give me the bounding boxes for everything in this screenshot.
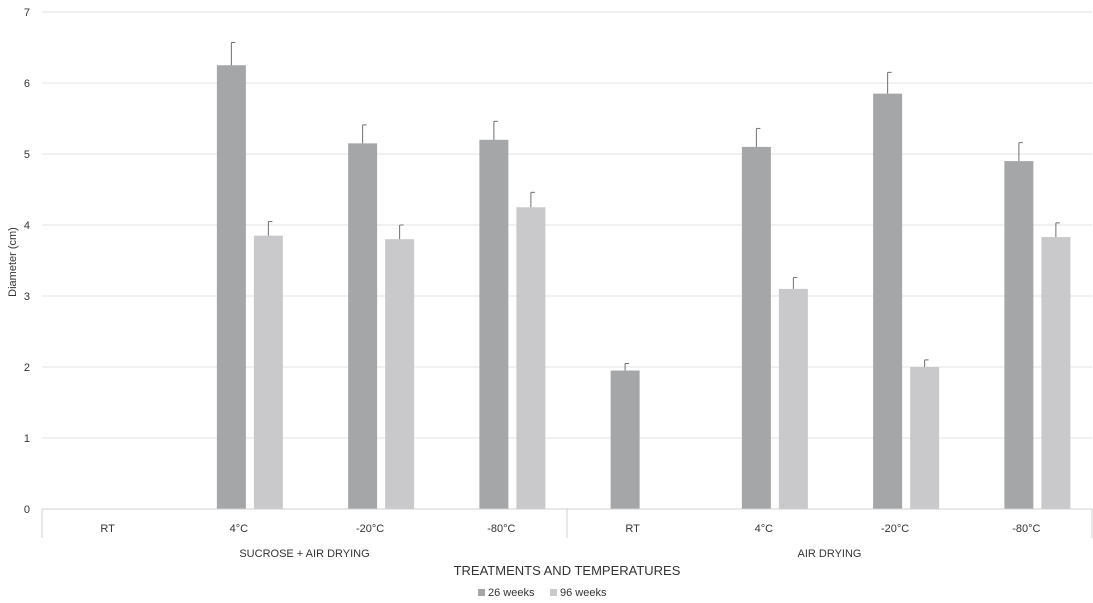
bar-26-weeks: [348, 143, 378, 509]
bar-96-weeks: [1041, 237, 1071, 509]
y-tick-label: 0: [24, 504, 30, 516]
bar-96-weeks: [910, 367, 940, 509]
y-tick-label: 7: [24, 7, 30, 19]
legend: 26 weeks 96 weeks: [478, 587, 607, 599]
legend-label: 26 weeks: [488, 587, 535, 599]
y-tick-label: 2: [24, 362, 30, 374]
bar-96-weeks: [778, 288, 808, 509]
bar-26-weeks: [741, 146, 771, 509]
group-labels: SUCROSE + AIR DRYING AIR DRYING: [239, 548, 861, 560]
y-tick-label: 1: [24, 433, 30, 445]
y-tick-label: 6: [24, 78, 30, 90]
x-axis-title: TREATMENTS AND TEMPERATURES: [454, 563, 681, 578]
y-axis-tick-labels: 0 1 2 3 4 5 6 7: [24, 7, 30, 516]
y-tick-label: 4: [24, 220, 30, 232]
legend-swatch: [478, 589, 485, 596]
bar-26-weeks: [216, 65, 246, 509]
group-label: AIR DRYING: [798, 548, 862, 560]
category-label: 4°C: [755, 523, 774, 535]
category-labels: RT 4°C -20°C -80°C RT 4°C -20°C -80°C: [100, 523, 1040, 535]
bar-96-weeks: [516, 207, 546, 509]
category-label: -20°C: [881, 523, 909, 535]
category-label: -20°C: [356, 523, 384, 535]
legend-label: 96 weeks: [560, 587, 607, 599]
y-axis-title: Diameter (cm): [7, 227, 19, 297]
group-label: SUCROSE + AIR DRYING: [239, 548, 369, 560]
x-axis: [41, 509, 1093, 538]
bar-96-weeks: [385, 239, 415, 509]
category-label: RT: [100, 523, 115, 535]
bar-26-weeks: [1004, 161, 1034, 509]
bar-96-weeks: [253, 235, 283, 509]
bars: [98, 65, 1071, 510]
bar-26-weeks: [479, 139, 509, 510]
category-label: 4°C: [230, 523, 249, 535]
legend-swatch: [550, 589, 557, 596]
error-bars: [230, 42, 1060, 371]
bar-26-weeks: [610, 370, 640, 509]
y-tick-label: 3: [24, 291, 30, 303]
category-label: -80°C: [1012, 523, 1040, 535]
category-label: -80°C: [487, 523, 515, 535]
category-label: RT: [625, 523, 640, 535]
y-tick-label: 5: [24, 149, 30, 161]
bar-26-weeks: [873, 93, 903, 510]
